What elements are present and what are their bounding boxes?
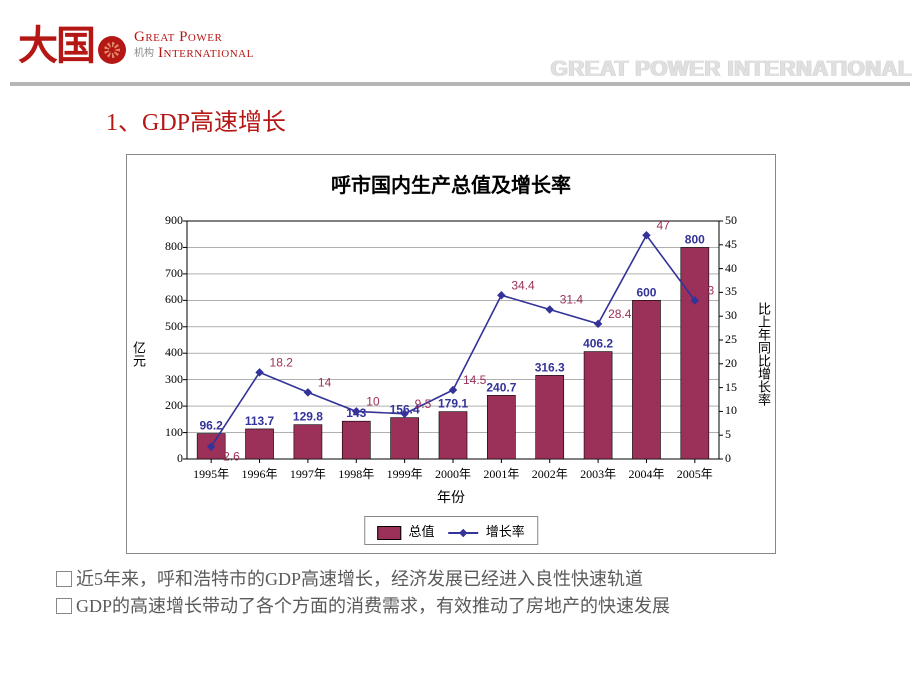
x-tick: 1995年 — [187, 465, 235, 482]
svg-text:113.7: 113.7 — [245, 414, 275, 428]
svg-text:316.3: 316.3 — [535, 360, 565, 374]
legend-line-label: 增长率 — [486, 524, 525, 539]
section-title: 1、GDP高速增长 — [106, 102, 286, 137]
x-tick: 1999年 — [381, 465, 429, 482]
logo-en-line1: Great Power — [134, 30, 254, 46]
y1-tick: 700 — [147, 266, 183, 281]
legend-bar-label: 总值 — [408, 524, 434, 539]
legend-bar: 总值 — [377, 521, 434, 540]
svg-text:14.5: 14.5 — [463, 373, 487, 387]
y2-tick: 20 — [725, 356, 761, 371]
x-tick: 2004年 — [622, 465, 670, 482]
svg-text:600: 600 — [636, 285, 656, 299]
x-tick: 2005年 — [671, 465, 719, 482]
y2-tick: 45 — [725, 237, 761, 252]
svg-text:33.3: 33.3 — [691, 283, 715, 297]
y2-tick: 50 — [725, 213, 761, 228]
bullet-1: 近5年来，呼和浩特市的GDP高速增长，经济发展已经进入良性快速轨道 — [76, 569, 643, 589]
chart-legend: 总值 增长率 — [364, 516, 538, 545]
y2-tick: 30 — [725, 308, 761, 323]
svg-text:179.1: 179.1 — [438, 397, 468, 411]
svg-text:14: 14 — [318, 375, 332, 389]
svg-text:2.6: 2.6 — [223, 450, 240, 464]
y1-tick: 200 — [147, 398, 183, 413]
plot-area: 96.2113.7129.8143156.4179.1240.7316.3406… — [187, 221, 719, 459]
bullet-icon — [56, 571, 72, 587]
y2-tick: 10 — [725, 403, 761, 418]
gdp-chart: 呼市国内生产总值及增长率 亿元 比上年同比增长率 96.2113.7129.81… — [126, 154, 776, 554]
y1-tick: 600 — [147, 292, 183, 307]
y1-tick: 500 — [147, 319, 183, 334]
y1-tick: 0 — [147, 451, 183, 466]
svg-text:129.8: 129.8 — [293, 410, 323, 424]
y2-tick: 35 — [725, 284, 761, 299]
y2-tick: 25 — [725, 332, 761, 347]
header-watermark: GREAT POWER INTERNATIONAL — [551, 56, 912, 82]
svg-text:31.4: 31.4 — [560, 293, 584, 307]
logo-sub: 机构 — [134, 49, 154, 60]
svg-text:800: 800 — [685, 232, 705, 246]
svg-text:9.5: 9.5 — [415, 397, 432, 411]
y2-tick: 5 — [725, 427, 761, 442]
description-text: 近5年来，呼和浩特市的GDP高速增长，经济发展已经进入良性快速轨道 GDP的高速… — [56, 566, 670, 620]
svg-text:47: 47 — [656, 218, 670, 232]
y1-tick: 100 — [147, 425, 183, 440]
svg-text:96.2: 96.2 — [200, 419, 224, 433]
svg-text:34.4: 34.4 — [511, 278, 535, 292]
logo-cn-text: 大国 — [18, 26, 94, 66]
y2-tick: 0 — [725, 451, 761, 466]
legend-line: 增长率 — [449, 521, 525, 540]
x-tick: 1997年 — [284, 465, 332, 482]
x-tick: 2001年 — [477, 465, 525, 482]
y1-tick: 400 — [147, 345, 183, 360]
y1-tick: 900 — [147, 213, 183, 228]
x-tick: 1998年 — [332, 465, 380, 482]
x-tick: 1996年 — [236, 465, 284, 482]
svg-text:406.2: 406.2 — [583, 337, 613, 351]
bullet-2: GDP的高速增长带动了各个方面的消费需求，有效推动了房地产的快速发展 — [76, 596, 670, 616]
logo-seal-icon — [98, 36, 126, 64]
svg-text:28.4: 28.4 — [608, 307, 632, 321]
logo-en-line2: International — [158, 46, 254, 62]
chart-title: 呼市国内生产总值及增长率 — [127, 169, 775, 198]
y2-tick: 15 — [725, 380, 761, 395]
bar-swatch-icon — [377, 526, 401, 540]
x-tick: 2000年 — [429, 465, 477, 482]
bullet-icon — [56, 598, 72, 614]
svg-text:10: 10 — [366, 394, 380, 408]
svg-text:18.2: 18.2 — [270, 355, 294, 369]
y2-tick: 40 — [725, 261, 761, 276]
svg-text:240.7: 240.7 — [486, 380, 516, 394]
line-swatch-icon — [449, 532, 479, 534]
y1-tick: 300 — [147, 372, 183, 387]
header-rule — [10, 82, 910, 86]
brand-logo: 大国 Great Power 机构 International — [18, 26, 254, 66]
x-tick: 2003年 — [574, 465, 622, 482]
y1-tick: 800 — [147, 239, 183, 254]
x-tick: 2002年 — [526, 465, 574, 482]
y1-axis-label: 亿元 — [129, 341, 148, 367]
x-axis-title: 年份 — [127, 487, 775, 507]
